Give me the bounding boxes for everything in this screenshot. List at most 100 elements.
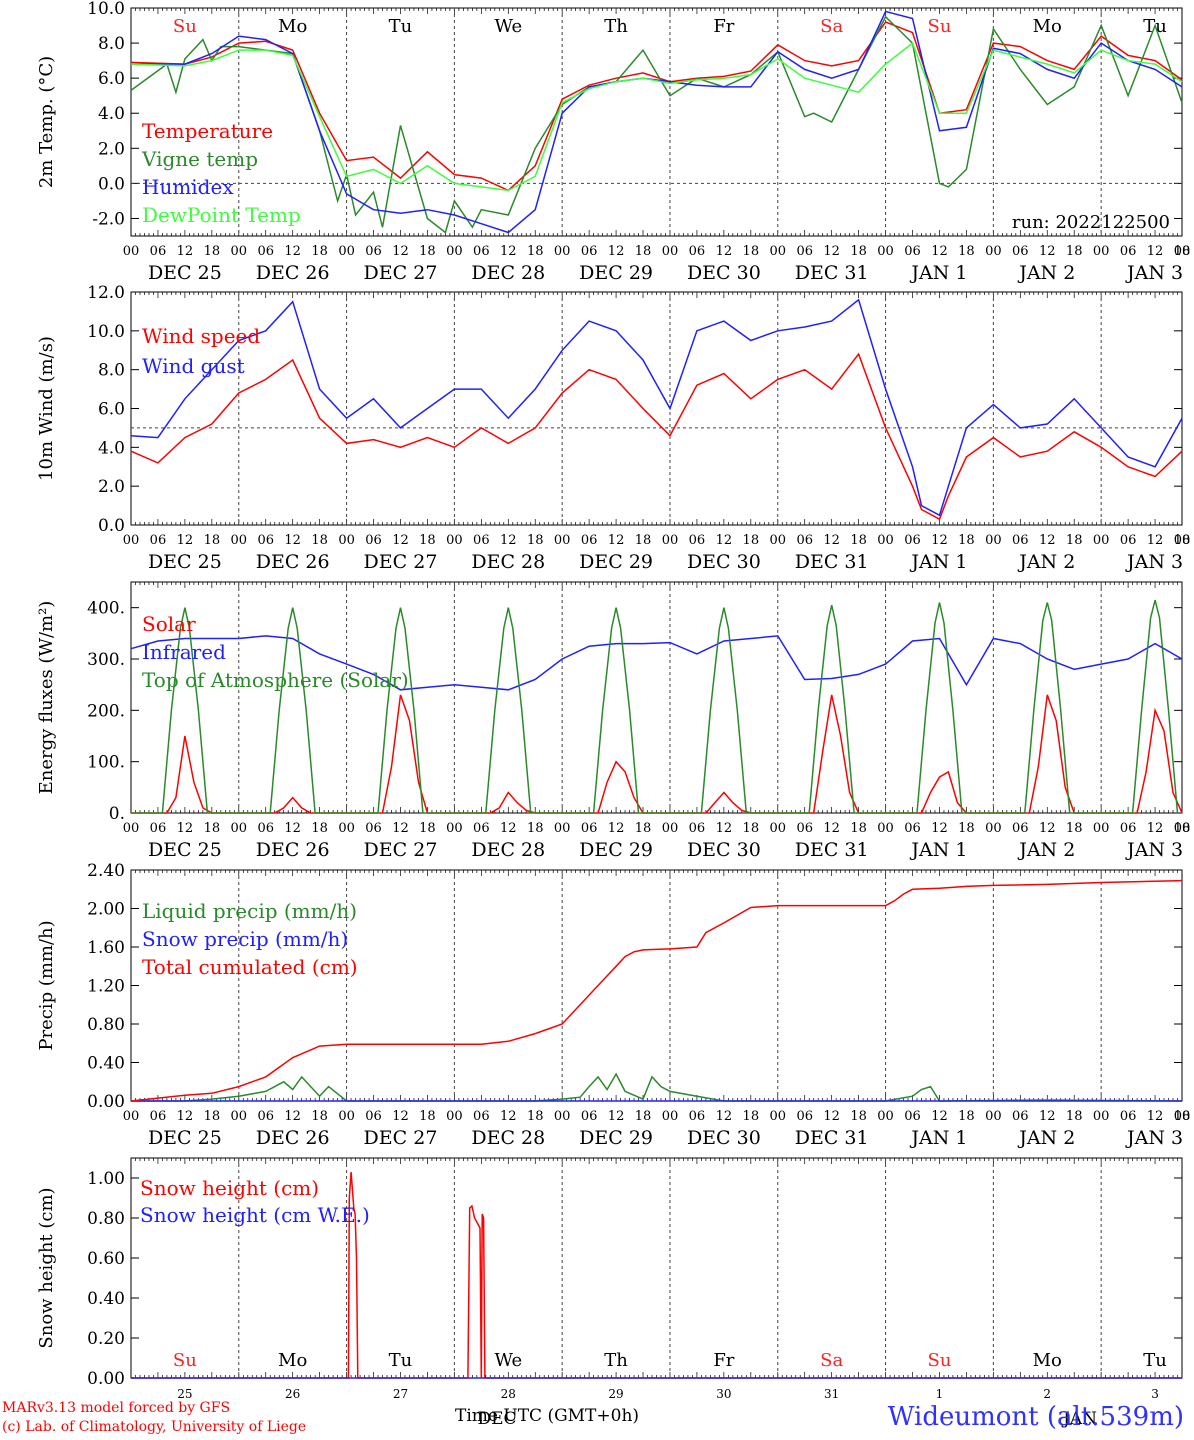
weekday-label: Tu <box>1143 1350 1167 1371</box>
day-number: 26 <box>285 1387 300 1401</box>
plot-frame <box>130 7 1183 237</box>
hour-label: 00 <box>123 533 140 548</box>
date-label: DEC 28 <box>471 839 545 861</box>
y-tick-label: 0.40 <box>87 1054 125 1074</box>
panel-snow: 0.00 0.20 0.40 0.60 0.80 1.00 Snow height (cm)… <box>36 1157 1183 1401</box>
weekday-label: Mo <box>278 1350 307 1371</box>
hour-label: 18 <box>635 244 652 259</box>
y-axis-label: 2m Temp. (°C) <box>36 56 57 188</box>
hour-label: 12 <box>823 1109 840 1124</box>
hour-label: 12 <box>392 1109 409 1124</box>
hour-label: 12 <box>931 821 948 836</box>
date-label: JAN 2 <box>1017 1127 1075 1149</box>
date-label: DEC 29 <box>579 839 653 861</box>
hour-label: 18 <box>635 821 652 836</box>
y-tick-label: 8.0 <box>98 34 125 54</box>
hour-label: 06 <box>1012 821 1029 836</box>
hour-label: 06 <box>796 244 813 259</box>
date-label: DEC 27 <box>364 839 438 861</box>
hour-label: 00 <box>769 821 786 836</box>
date-label: DEC 26 <box>256 551 330 573</box>
date-label: DEC 25 <box>148 262 222 284</box>
date-label: DEC 29 <box>579 1127 653 1149</box>
hour-label: 00 <box>985 821 1002 836</box>
panel-precip: 0.00 0.40 0.80 1.20 1.60 2.00 2.40 Precip (mm/h… <box>36 861 1190 1149</box>
hour-label: 00 <box>554 1109 571 1124</box>
date-label: JAN 1 <box>909 1127 967 1149</box>
hour-label: 12 <box>284 1109 301 1124</box>
hour-label: 18 <box>527 244 544 259</box>
hour-label: 12 <box>823 244 840 259</box>
hour-label: 12 <box>392 244 409 259</box>
hour-label: 12 <box>500 1109 517 1124</box>
hour-label: 00 <box>554 533 571 548</box>
hour-label: 18 <box>850 533 867 548</box>
y-tick-label: 2.0 <box>98 139 125 159</box>
series-line-humidex <box>131 10 1183 234</box>
hour-label: 00 <box>1093 533 1110 548</box>
date-label: JAN 3 <box>1125 839 1183 861</box>
hour-label: 18 <box>527 1109 544 1124</box>
hour-label: 12 <box>716 533 733 548</box>
hour-label: 18 <box>743 533 760 548</box>
hour-label: 00 <box>554 821 571 836</box>
hour-label: 12 <box>177 1109 194 1124</box>
date-label: JAN 2 <box>1017 262 1075 284</box>
hour-label: 18 <box>419 821 436 836</box>
y-tick-label: 6.0 <box>98 69 125 89</box>
hour-label: 18 <box>635 1109 652 1124</box>
hour-label: 18 <box>958 533 975 548</box>
hour-label: 06 <box>150 533 167 548</box>
hour-label: 06 <box>1120 821 1137 836</box>
hour-label: 12 <box>1147 533 1164 548</box>
hour-label: 18 <box>1066 244 1083 259</box>
hour-label: 00 <box>446 244 463 259</box>
hour-label: 06 <box>689 244 706 259</box>
legend-entry: Total cumulated (cm) <box>142 955 358 979</box>
weekday-label: Tu <box>389 16 413 37</box>
hour-label: 12 <box>823 533 840 548</box>
legend-entry: Snow height (cm W.E.) <box>140 1203 370 1227</box>
hour-label: 06 <box>904 244 921 259</box>
weekday-label: Tu <box>389 1350 413 1371</box>
y-tick-label: 1.60 <box>87 938 125 958</box>
date-label: DEC 29 <box>579 262 653 284</box>
hour-label: 12 <box>1147 1109 1164 1124</box>
x-axis-title: Time UTC (GMT+0h) <box>455 1406 640 1426</box>
day-number: 3 <box>1151 1387 1159 1401</box>
weekday-label: Su <box>927 1350 951 1371</box>
hour-label: 06 <box>1012 533 1029 548</box>
hour-label: 12 <box>716 1109 733 1124</box>
day-number: 29 <box>608 1387 623 1401</box>
weekday-label: We <box>494 1350 522 1371</box>
hour-label: 00 <box>123 821 140 836</box>
hour-label: 00 <box>769 244 786 259</box>
hour-label: 00 <box>231 533 248 548</box>
y-axis-label: Energy fluxes (W/m²) <box>36 601 57 795</box>
y-tick-label: 0.20 <box>87 1329 125 1349</box>
hour-label: 00 <box>1174 1109 1191 1124</box>
hour-label: 18 <box>850 244 867 259</box>
series-line-infrared <box>130 635 1183 691</box>
hour-label: 00 <box>554 244 571 259</box>
hour-label: 00 <box>123 1109 140 1124</box>
lab-credit: (c) Lab. of Climatology, University of L… <box>2 1419 307 1435</box>
date-label: DEC 30 <box>687 262 761 284</box>
date-label: DEC 28 <box>471 262 545 284</box>
series-line-liquid-precip-mm-h- <box>131 1072 1183 1102</box>
overlap-month-label: DEC <box>477 1409 516 1429</box>
hour-label: 12 <box>931 244 948 259</box>
date-label: DEC 25 <box>148 1127 222 1149</box>
hour-label: 12 <box>1039 821 1056 836</box>
date-label: DEC 27 <box>364 262 438 284</box>
hour-label: 12 <box>716 821 733 836</box>
hour-label: 00 <box>123 244 140 259</box>
hour-label: 18 <box>1174 1109 1191 1124</box>
hour-label: 06 <box>365 821 382 836</box>
day-number: 1 <box>936 1387 944 1401</box>
hour-label: 00 <box>662 533 679 548</box>
weekday-label: Sa <box>820 1350 843 1371</box>
hour-label: 00 <box>662 821 679 836</box>
model-credit: MARv3.13 model forced by GFS <box>2 1400 231 1416</box>
